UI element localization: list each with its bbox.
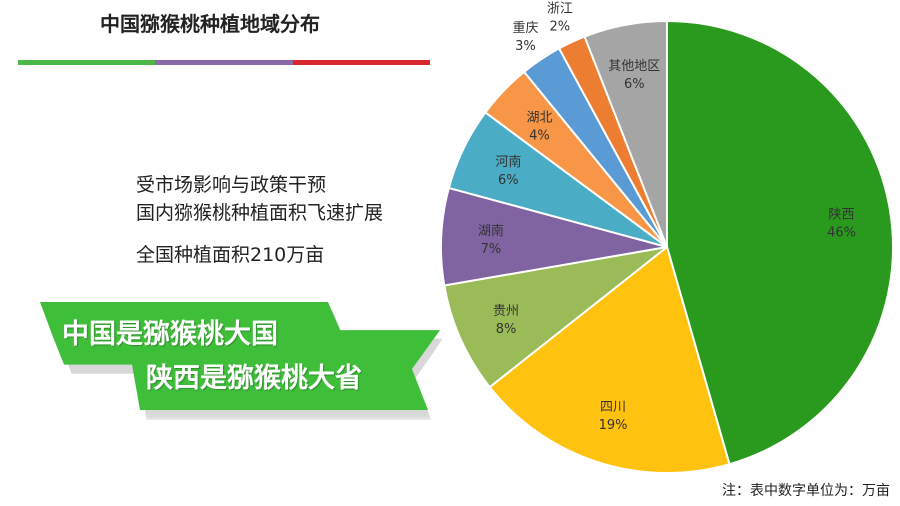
banner-line-2: 陕西是猕猴桃大省 [146,363,362,394]
slice-label-7: 重庆 [512,20,538,36]
slice-value-4: 7% [481,242,502,257]
slice-label-2: 四川 [600,400,626,415]
slice-label-5: 河南 [495,154,521,170]
title-underline [18,60,430,65]
slice-label-9: 其他地区 [608,59,660,74]
slice-value-1: 46% [827,225,856,240]
pie-slice-1 [666,19,894,466]
slice-value-2: 19% [599,418,628,433]
slice-value-6: 4% [529,128,550,143]
pie-slice-3 [443,246,668,389]
underline-segment-green [18,60,156,65]
body-text-line-2: 国内猕猴桃种植面积飞速扩展 [136,202,384,224]
slice-value-7: 3% [515,39,536,54]
slice-label-4: 湖南 [478,223,504,239]
chart-title: 中国猕猴桃种植地域分布 [100,12,320,36]
slice-label-3: 贵州 [493,304,519,319]
slice-value-8: 2% [550,20,571,35]
slice-label-1: 陕西 [829,207,855,222]
unit-note: 注：表中数字单位为：万亩 [722,483,890,499]
underline-segment-purple [155,60,293,65]
slice-label-8: 浙江 [547,2,573,17]
slice-label-6: 湖北 [526,110,552,125]
body-text-line-3: 全国种植面积210万亩 [136,244,325,266]
slice-value-5: 6% [498,173,519,188]
underline-segment-red [292,60,430,65]
banner-line-1: 中国是猕猴桃大国 [62,319,278,350]
pie-slice-2 [488,245,731,474]
slice-value-9: 6% [624,77,645,92]
pie-slice-9 [583,19,668,248]
slice-value-3: 8% [496,322,517,337]
body-text-line-1: 受市场影响与政策干预 [136,174,327,196]
